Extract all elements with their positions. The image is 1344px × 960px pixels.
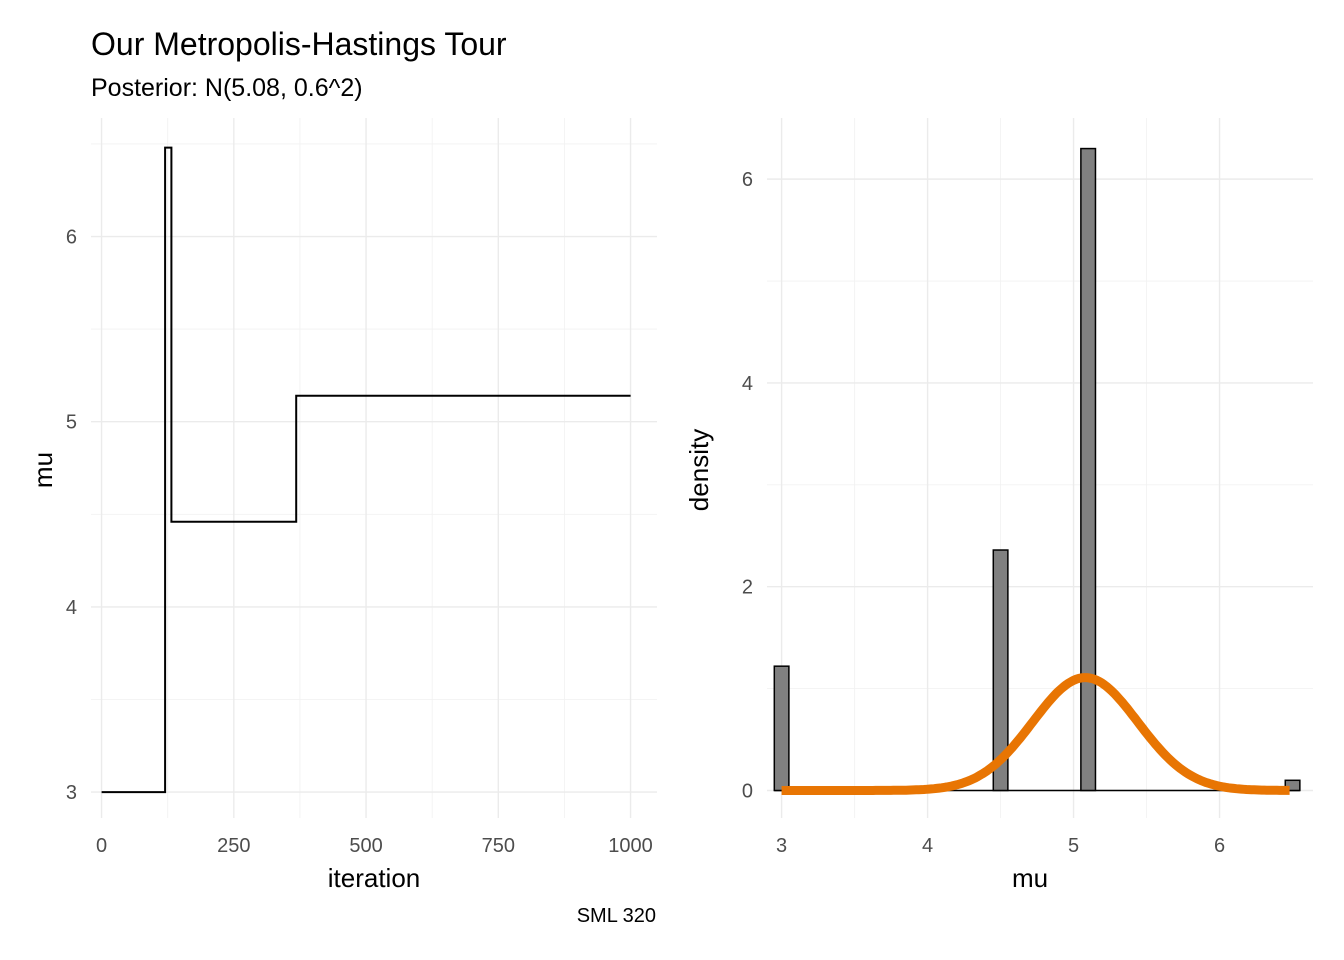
histogram-bar bbox=[773, 665, 790, 792]
histogram-bar bbox=[1284, 779, 1301, 792]
trace-x-tick-label: 500 bbox=[349, 835, 382, 857]
trace-y-tick-label: 6 bbox=[66, 227, 77, 249]
histogram-panel: 3 4 5 6 0 2 4 6 mu density bbox=[684, 118, 1313, 893]
trace-plot-panel: 0 250 500 750 1000 3 4 5 6 iteration mu bbox=[28, 118, 657, 893]
histogram-bar bbox=[992, 549, 1009, 792]
chart-caption: SML 320 bbox=[576, 905, 656, 927]
histogram-y-tick-label: 0 bbox=[742, 780, 753, 802]
trace-y-tick-label: 4 bbox=[66, 597, 77, 619]
trace-x-axis-title: iteration bbox=[328, 863, 421, 893]
trace-plot-marks bbox=[101, 146, 631, 794]
density-curve bbox=[779, 673, 1292, 795]
trace-y-tick-label: 3 bbox=[66, 782, 77, 804]
trace-x-tick-label: 1000 bbox=[608, 835, 653, 857]
histogram-ticks: 3 4 5 6 0 2 4 6 bbox=[742, 169, 1225, 857]
trace-plot-ticks: 0 250 500 750 1000 3 4 5 6 bbox=[66, 227, 653, 857]
histogram-marks bbox=[773, 147, 1301, 795]
trace-line bbox=[101, 146, 631, 794]
trace-x-tick-label: 250 bbox=[217, 835, 250, 857]
histogram-y-axis-title: density bbox=[684, 429, 714, 511]
histogram-y-tick-label: 4 bbox=[742, 373, 753, 395]
chart-subtitle: Posterior: N(5.08, 0.6^2) bbox=[91, 74, 363, 102]
chart-title: Our Metropolis-Hastings Tour bbox=[91, 26, 507, 62]
histogram-bar bbox=[1080, 147, 1097, 792]
histogram-x-tick-label: 5 bbox=[1068, 835, 1079, 857]
trace-x-tick-label: 750 bbox=[482, 835, 515, 857]
histogram-x-axis-title: mu bbox=[1012, 863, 1048, 893]
histogram-y-tick-label: 2 bbox=[742, 577, 753, 599]
histogram-x-tick-label: 4 bbox=[922, 835, 933, 857]
trace-y-tick-label: 5 bbox=[66, 412, 77, 434]
trace-plot-grid bbox=[91, 118, 657, 818]
trace-x-tick-label: 0 bbox=[96, 835, 107, 857]
histogram-x-tick-label: 3 bbox=[776, 835, 787, 857]
histogram-y-tick-label: 6 bbox=[742, 169, 753, 191]
histogram-x-tick-label: 6 bbox=[1214, 835, 1225, 857]
trace-y-axis-title: mu bbox=[28, 452, 58, 488]
